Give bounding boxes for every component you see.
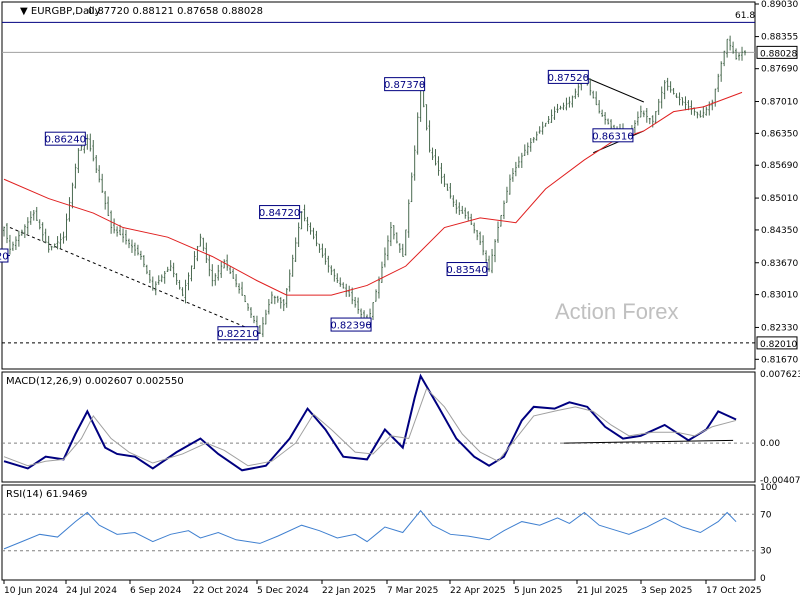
moving-average-line xyxy=(3,91,743,296)
support-flag xyxy=(756,336,798,350)
chart-title: ▼ EURGBP,Daily xyxy=(20,6,101,17)
macd-tick-label: -0.004073 xyxy=(760,476,800,486)
price-label: 0.87520 xyxy=(548,73,589,84)
price-label: 0.83540 xyxy=(446,265,487,276)
y-tick-label: 0.82330 xyxy=(761,323,798,333)
y-tick-label: 0.83670 xyxy=(761,259,798,269)
rsi-tick-label: 0 xyxy=(760,574,766,584)
x-tick-label: 22 Apr 2025 xyxy=(450,586,506,596)
x-tick-label: 17 Oct 2025 xyxy=(706,586,762,596)
y-tick-label: 0.87010 xyxy=(761,98,798,108)
rsi-lines xyxy=(2,509,755,552)
rsi-tick-label: 70 xyxy=(760,510,772,520)
price-label: 0.83820 xyxy=(0,252,9,263)
y-tick-label: 0.86350 xyxy=(761,129,798,139)
price-label: 0.86310 xyxy=(592,131,633,142)
x-tick-label: 7 Mar 2025 xyxy=(387,586,438,596)
x-axis: 10 Jun 2024 24 Jul 2024 6 Sep 2024 22 Oct 2… xyxy=(3,580,762,596)
y-tick-label: 0.85010 xyxy=(761,194,798,204)
x-tick-label: 5 Jun 2025 xyxy=(514,586,562,596)
y-tick-label: 0.81670 xyxy=(761,355,798,365)
y-axis-rsi: 100 70 30 0 xyxy=(760,483,777,584)
ohlc-values: 0.87720 0.88121 0.87658 0.88028 xyxy=(88,6,263,17)
macd-tick-label: 0.007623 xyxy=(760,370,800,380)
main-panel-frame xyxy=(1,1,756,370)
macd-title: MACD(12,26,9) 0.002607 0.002550 xyxy=(6,376,184,387)
x-tick-label: 10 Jun 2024 xyxy=(4,586,58,596)
rsi-line xyxy=(3,509,737,550)
watermark: Action Forex xyxy=(555,299,679,324)
y-tick-label: 0.84350 xyxy=(761,226,798,236)
price-label: 0.86240 xyxy=(45,135,86,146)
y-tick-label: 0.89030 xyxy=(761,0,798,10)
x-tick-label: 22 Oct 2024 xyxy=(193,586,249,596)
x-tick-label: 6 Sep 2024 xyxy=(130,586,182,596)
x-tick-label: 5 Dec 2024 xyxy=(257,586,309,596)
rsi-tick-label: 100 xyxy=(760,483,777,493)
fib-label: 61.8 xyxy=(735,11,755,21)
macd-signal-line xyxy=(3,387,737,467)
x-tick-label: 21 Jul 2025 xyxy=(577,586,628,596)
macd-panel-frame xyxy=(1,371,756,483)
y-tick-label: 0.87690 xyxy=(761,65,798,75)
y-axis-main: 0.89030 0.88355 0.87690 0.87010 0.86350 0.856… xyxy=(755,0,798,365)
x-tick-label: 3 Sep 2025 xyxy=(641,586,692,596)
main-levels xyxy=(2,21,755,344)
rsi-title: RSI(14) 61.9469 xyxy=(6,489,87,500)
y-tick-label: 0.85690 xyxy=(761,161,798,171)
candles xyxy=(3,35,746,338)
trendline-1 xyxy=(584,76,645,103)
price-label: 0.84720 xyxy=(259,208,300,219)
x-tick-label: 22 Jan 2025 xyxy=(322,586,376,596)
rsi-tick-label: 30 xyxy=(760,547,772,557)
current-price-flag xyxy=(756,45,798,59)
macd-lines xyxy=(2,373,755,472)
price-label: 0.87370 xyxy=(384,80,425,91)
support-label: 0.82010 xyxy=(760,340,797,350)
price-label: 0.82210 xyxy=(217,329,258,340)
x-tick-label: 24 Jul 2024 xyxy=(66,586,117,596)
price-label: 0.82390 xyxy=(330,321,371,332)
price-annotations: 0.83820 0.86240 0.82210 0.84720 0.82390 0.873… xyxy=(0,69,634,341)
y-tick-label: 0.83010 xyxy=(761,291,798,301)
current-price-label: 0.88028 xyxy=(760,49,797,59)
macd-trendline xyxy=(563,439,734,444)
moving-average xyxy=(3,91,743,296)
macd-main-line xyxy=(3,373,737,472)
y-tick-label: 0.88355 xyxy=(761,33,798,43)
y-axis-macd: 0.007623 0.00 -0.004073 xyxy=(760,370,800,486)
macd-tick-label: 0.00 xyxy=(760,439,780,449)
